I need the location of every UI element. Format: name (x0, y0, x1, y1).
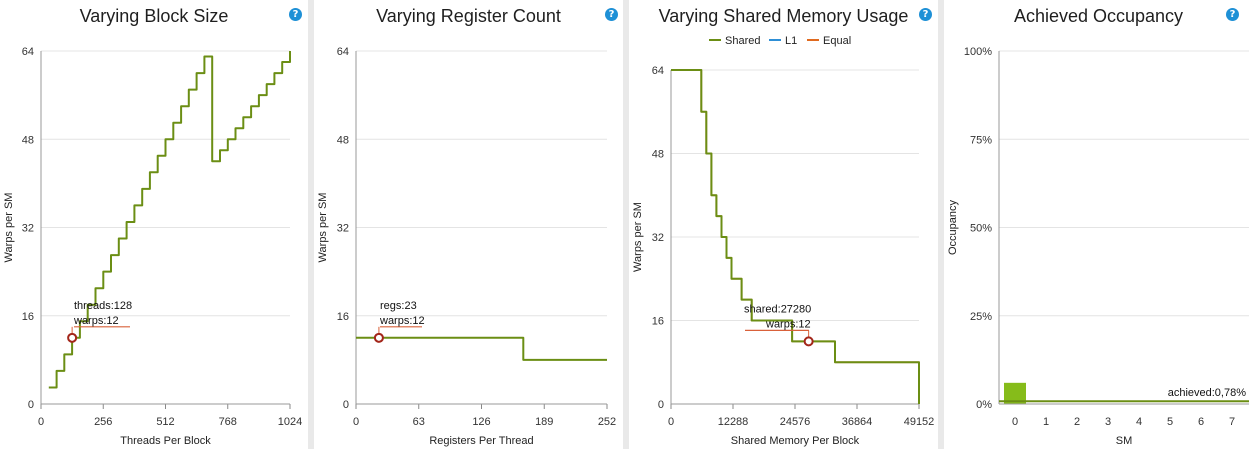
y-tick-label: 16 (652, 316, 664, 328)
y-axis-label: Occupancy (947, 199, 959, 255)
x-tick-label: 252 (598, 416, 616, 428)
y-tick-label: 16 (22, 311, 34, 323)
y-tick-label: 16 (337, 311, 349, 323)
x-tick-label: 63 (413, 416, 425, 428)
y-tick-label: 64 (652, 65, 664, 77)
y-axis-label: Warps per SM (632, 202, 644, 272)
y-tick-label: 32 (22, 223, 34, 235)
bar (1004, 382, 1026, 404)
panel-shared-memory: Varying Shared Memory Usage ? 0 16 32 48 64 0… (629, 0, 938, 449)
help-icon[interactable]: ? (289, 8, 302, 21)
x-tick-label: 126 (472, 416, 490, 428)
y-tick-label: 0 (658, 399, 664, 411)
series-line (671, 69, 920, 404)
chart-shared-memory: 0 16 32 48 64 0 12288 24576 36864 49152 Shared Mem… (632, 35, 935, 447)
panel-block-size: Varying Block Size ? 0 16 32 48 64 0 256 512 768… (0, 0, 308, 449)
x-axis-label: Registers Per Thread (429, 435, 533, 447)
panel-register-count: Varying Register Count ? 0 16 32 48 64 0 63 126… (314, 0, 623, 449)
marker-annotation: regs:23 (380, 300, 417, 312)
x-tick-label: 5 (1167, 416, 1173, 428)
y-tick-label: 48 (652, 149, 664, 161)
achieved-label: achieved:0,78% (1168, 387, 1246, 399)
x-tick-label: 1 (1043, 416, 1049, 428)
x-tick-label: 0 (38, 416, 44, 428)
x-tick-label: 3 (1105, 416, 1111, 428)
marker-point (67, 332, 78, 343)
x-tick-label: 0 (1012, 416, 1018, 428)
x-tick-label: 7 (1229, 416, 1235, 428)
y-tick-label: 32 (652, 232, 664, 244)
chart-title: Achieved Occupancy (1013, 6, 1184, 26)
y-tick-label: 64 (337, 46, 349, 58)
x-tick-label: 189 (535, 416, 553, 428)
y-tick-label: 75% (970, 134, 992, 146)
marker-annotation: threads:128 (74, 300, 132, 312)
y-tick-label: 0 (28, 399, 34, 411)
y-tick-label: 48 (22, 134, 34, 146)
x-tick-label: 1024 (278, 416, 302, 428)
help-icon[interactable]: ? (605, 8, 618, 21)
x-tick-label: 49152 (904, 416, 935, 428)
x-tick-label: 12288 (718, 416, 749, 428)
panel-achieved-occupancy: Achieved Occupancy ? 0% 25% 50% 75% 100% 0 1 2 3… (944, 0, 1253, 449)
y-tick-label: 0% (976, 399, 992, 411)
x-tick-label: 256 (94, 416, 112, 428)
chart-title: Varying Register Count (376, 6, 561, 26)
y-tick-label: 50% (970, 223, 992, 235)
marker-annotation: shared:27280 (744, 303, 811, 315)
x-tick-label: 0 (353, 416, 359, 428)
x-tick-label: 2 (1074, 416, 1080, 428)
x-tick-label: 24576 (780, 416, 811, 428)
marker-annotation: warps:12 (379, 315, 425, 327)
x-tick-label: 4 (1136, 416, 1142, 428)
y-axis-label: Warps per SM (3, 193, 15, 263)
x-tick-label: 6 (1198, 416, 1204, 428)
y-tick-label: 25% (970, 311, 992, 323)
x-axis-label: SM (1116, 435, 1133, 447)
help-icon[interactable]: ? (919, 8, 932, 21)
chart-block-size: 0 16 32 48 64 0 256 512 768 1024 Threads Per Block… (3, 46, 302, 447)
marker-point (803, 336, 814, 347)
y-tick-label: 48 (337, 134, 349, 146)
chart-title: Varying Block Size (79, 6, 229, 26)
y-tick-label: 64 (22, 46, 34, 58)
x-tick-label: 512 (156, 416, 174, 428)
help-icon[interactable]: ? (1226, 8, 1239, 21)
chart-title: Varying Shared Memory Usage (658, 6, 909, 26)
x-tick-label: 0 (668, 416, 674, 428)
legend-label: Shared (725, 35, 760, 47)
legend-label: L1 (785, 35, 797, 47)
y-axis-label: Warps per SM (317, 193, 329, 263)
x-axis-label: Threads Per Block (120, 435, 211, 447)
legend-label: Equal (823, 35, 851, 47)
x-axis-label: Shared Memory Per Block (731, 435, 860, 447)
y-tick-label: 0 (343, 399, 349, 411)
series-line (356, 336, 607, 361)
y-tick-label: 32 (337, 223, 349, 235)
marker-annotation: warps:12 (73, 315, 119, 327)
x-tick-label: 36864 (842, 416, 873, 428)
marker-point (373, 332, 384, 343)
chart-achieved-occupancy: 0% 25% 50% 75% 100% 0 1 2 3 4 5 6 7 achieved:0,78% SM O… (947, 46, 1249, 447)
chart-register-count: 0 16 32 48 64 0 63 126 189 252 Registers Per Threa… (317, 46, 616, 447)
y-tick-label: 100% (964, 46, 992, 58)
marker-annotation: warps:12 (765, 318, 811, 330)
series-line (48, 51, 291, 389)
x-tick-label: 768 (219, 416, 237, 428)
